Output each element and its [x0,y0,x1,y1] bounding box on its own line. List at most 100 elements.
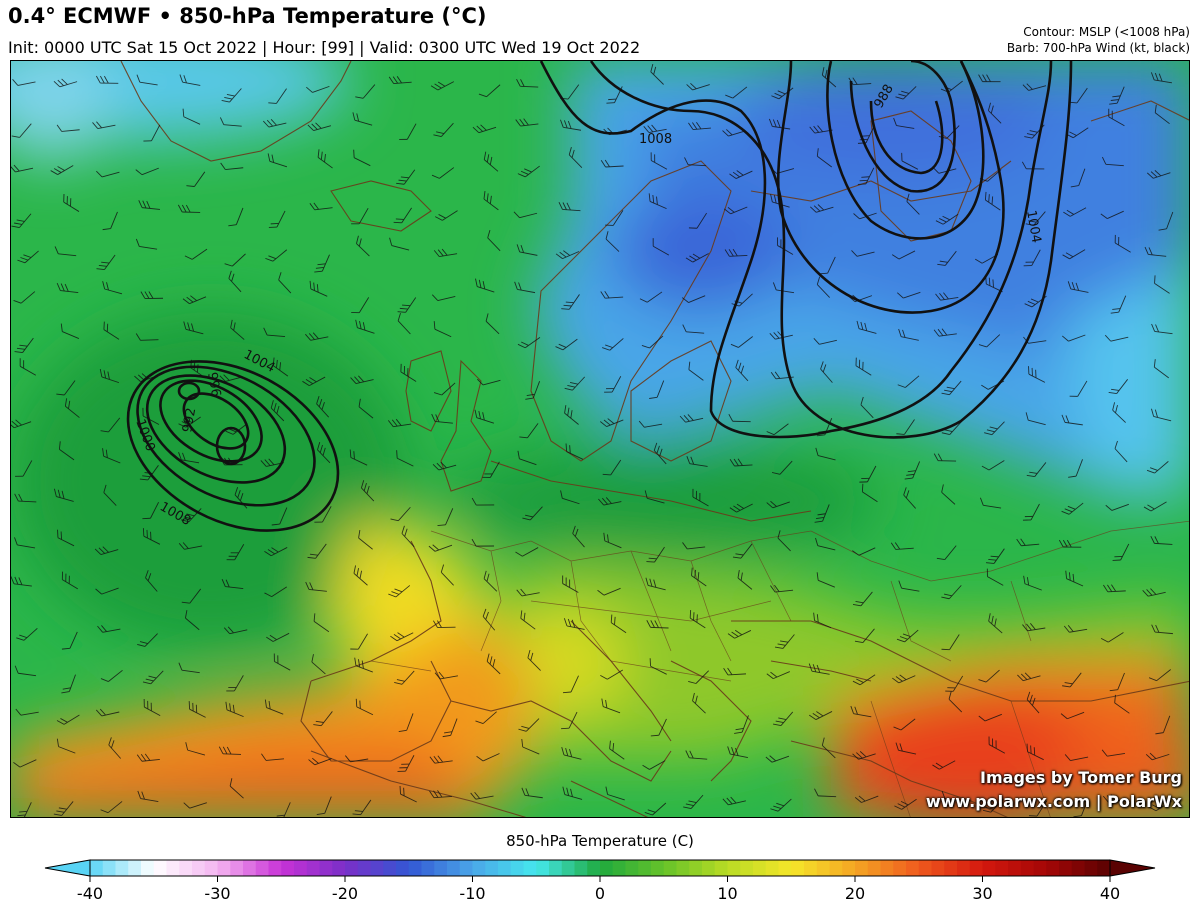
colorbar-cell [459,860,473,876]
wind-barb [564,405,579,425]
wind-barb [1104,334,1129,342]
wind-barb [854,628,875,644]
wind-barb [948,691,963,713]
wind-barb [304,332,329,341]
wind-barb [142,501,160,520]
wind-barb [14,665,37,677]
wind-barb [988,613,1003,634]
wind-barb [821,67,837,88]
colorbar-cell [740,860,754,876]
colorbar-cell [944,860,958,876]
weather-map: 1004 1000 996 992 1008 1008 988 1004 [10,60,1190,818]
wind-barb [475,278,495,293]
coastlines [120,61,1189,817]
wind-barb [561,711,578,730]
wind-barb [1065,570,1084,587]
wind-barb [397,755,415,772]
wind-barb [429,755,453,764]
wind-barb [344,755,369,763]
wind-barb [228,270,242,293]
credit-website[interactable]: www.polarwx.com | PolarWx [925,792,1182,811]
wind-barb [137,790,159,803]
colorbar-tick-label: 20 [844,884,866,903]
wind-barb [561,294,580,310]
wind-barb [734,715,749,734]
wind-barb [102,448,121,464]
wind-barb [313,711,333,727]
wind-barb [1112,402,1126,423]
wind-barb [179,74,201,86]
wind-barb [134,373,158,382]
colorbar-cell [765,860,779,876]
wind-barb [643,124,667,133]
wind-barb [642,760,666,770]
wind-barb [351,207,369,225]
wind-barb [645,577,666,591]
wind-barb [228,207,244,227]
wind-barb [814,504,830,523]
wind-barb [727,629,752,639]
wind-barb [515,118,539,127]
wind-barb [1068,87,1088,104]
wind-barb [979,169,1002,182]
wind-barb [225,423,248,435]
wind-barb [316,796,332,815]
colorbar-cell [421,860,435,876]
colorbar-cell [408,860,422,876]
wind-barb [57,529,75,547]
wind-barb [435,210,458,221]
wind-barb [1060,711,1085,720]
wind-barb [264,586,288,598]
wind-barb [177,204,201,213]
wind-barb [140,291,164,299]
wind-barb [470,791,494,800]
wind-barb [50,165,74,175]
wind-barb [178,542,203,550]
wind-barb [92,121,116,130]
wind-barb [816,148,833,168]
colorbar-cell [880,860,894,876]
wind-barb [135,238,158,250]
wind-barb [12,79,36,86]
colorbar-cell [192,860,206,876]
wind-barb [1063,207,1087,217]
colorbar-tick-label: -30 [204,884,231,903]
wind-barb [137,633,158,647]
wind-barb [517,450,537,466]
wind-barb [351,297,370,314]
wind-barb [268,88,287,104]
wind-barb [1065,127,1089,139]
wind-barb [978,334,1001,348]
wind-barb [816,417,833,437]
wind-barb [813,338,837,345]
wind-barb [471,497,495,506]
wind-barb [1144,246,1167,257]
wind-barb [982,798,1004,813]
wind-barb [1154,275,1170,294]
wind-barb [901,152,919,170]
wind-barb [265,249,288,262]
wind-barb [218,746,242,755]
wind-barb [731,293,753,307]
wind-barb [848,294,873,303]
wind-barb [388,76,412,85]
wind-barb [182,108,201,125]
wind-barb [737,570,753,590]
colorbar-cell [255,860,269,876]
wind-barb [305,581,327,592]
colorbar-cell [549,860,563,876]
wind-barb [100,801,123,814]
wind-barb [136,753,160,762]
wind-barb [686,456,708,467]
colorbar-cell [523,860,537,876]
wind-barb [518,718,540,732]
wind-barb [1058,539,1082,548]
wind-barb [679,414,704,423]
wind-barb [1148,801,1172,812]
wind-barb [941,634,960,651]
wind-barb [1151,408,1172,422]
wind-barb [649,658,667,675]
colorbar-cell [294,860,308,876]
wind-barb [772,460,793,475]
wind-barb [482,608,496,631]
